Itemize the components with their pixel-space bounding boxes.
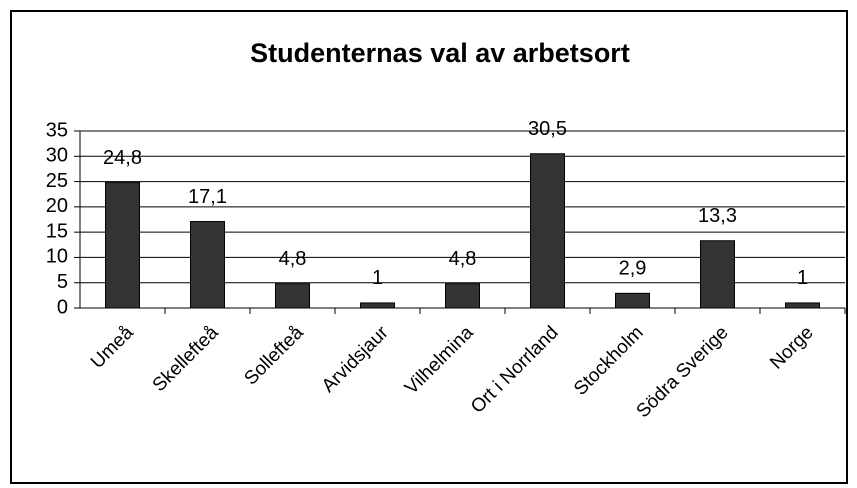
bar bbox=[445, 283, 480, 309]
bar bbox=[275, 283, 310, 309]
value-label: 2,9 bbox=[619, 258, 647, 280]
y-tick-label: 0 bbox=[57, 296, 68, 318]
y-tick-label: 5 bbox=[57, 271, 68, 293]
y-tick-label: 10 bbox=[46, 246, 68, 268]
value-label: 24,8 bbox=[103, 147, 142, 169]
bar bbox=[700, 240, 735, 309]
bar bbox=[615, 292, 650, 309]
bar bbox=[360, 302, 395, 309]
bar bbox=[190, 221, 225, 309]
y-tick-label: 15 bbox=[46, 220, 68, 242]
y-tick-label: 35 bbox=[46, 119, 68, 141]
value-label: 1 bbox=[797, 267, 808, 289]
value-label: 1 bbox=[372, 267, 383, 289]
value-label: 17,1 bbox=[188, 186, 227, 208]
value-label: 30,5 bbox=[528, 118, 567, 140]
value-label: 4,8 bbox=[279, 248, 307, 270]
bar bbox=[530, 153, 565, 309]
y-tick-label: 20 bbox=[46, 195, 68, 217]
y-tick-label: 25 bbox=[46, 170, 68, 192]
y-tick-label: 30 bbox=[46, 145, 68, 167]
value-label: 4,8 bbox=[449, 248, 477, 270]
bar bbox=[785, 302, 820, 309]
bar bbox=[105, 182, 140, 309]
value-label: 13,3 bbox=[698, 205, 737, 227]
chart-title: Studenternas val av arbetsort bbox=[250, 38, 630, 68]
